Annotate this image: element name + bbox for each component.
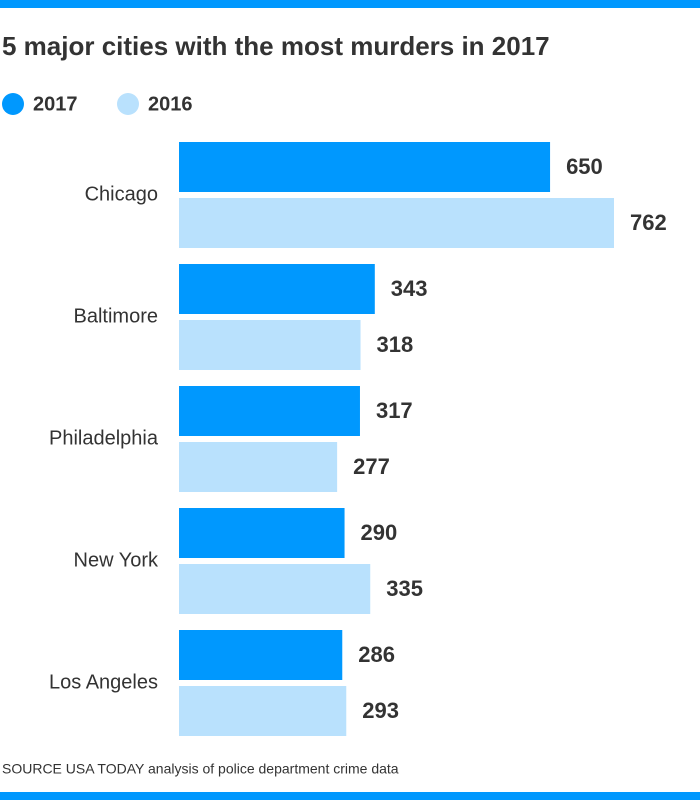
value-label: 335	[386, 576, 423, 601]
legend-swatch	[2, 93, 24, 115]
value-label: 290	[361, 520, 398, 545]
bar	[179, 264, 375, 314]
bar	[179, 630, 343, 680]
bar	[179, 508, 345, 558]
value-label: 317	[376, 398, 413, 423]
legend-swatch	[117, 93, 139, 115]
legend-label: 2017	[33, 93, 78, 115]
chart-title: 5 major cities with the most murders in …	[2, 31, 550, 61]
bar	[179, 320, 361, 370]
value-label: 762	[630, 210, 667, 235]
bar	[179, 686, 347, 736]
category-label: Chicago	[85, 183, 158, 205]
category-label: Los Angeles	[49, 671, 158, 693]
value-label: 343	[391, 276, 428, 301]
value-label: 286	[358, 642, 395, 667]
category-label: Philadelphia	[49, 427, 159, 449]
top-rule	[0, 0, 700, 8]
bar	[179, 386, 360, 436]
bar	[179, 198, 614, 248]
category-label: Baltimore	[74, 305, 158, 327]
source-note: SOURCE USA TODAY analysis of police depa…	[2, 761, 399, 777]
bar	[179, 142, 551, 192]
value-label: 277	[353, 454, 390, 479]
value-label: 293	[362, 698, 399, 723]
bottom-rule	[0, 792, 700, 800]
category-label: New York	[74, 549, 159, 571]
value-label: 650	[566, 154, 603, 179]
legend-label: 2016	[148, 93, 193, 115]
bar	[179, 564, 371, 614]
value-label: 318	[377, 332, 414, 357]
bar	[179, 442, 338, 492]
